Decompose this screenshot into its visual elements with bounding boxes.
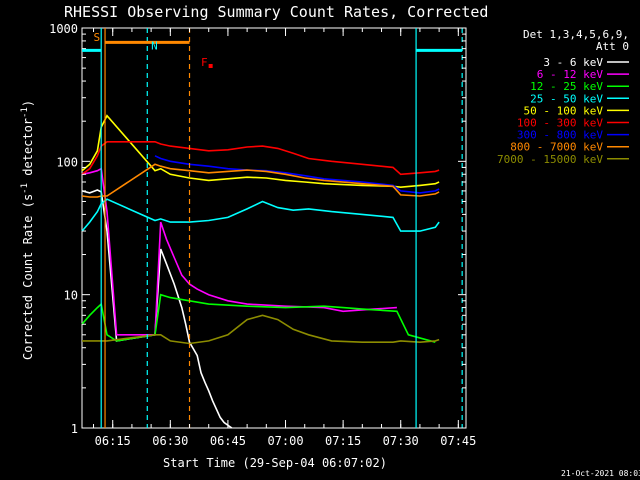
y-tick-label: 10: [64, 289, 78, 303]
x-tick-label: 07:00: [267, 434, 303, 448]
y-axis-label-sup2: -1: [20, 107, 30, 118]
series-line-6: [154, 155, 440, 194]
axis-layer: 1 10 100 1000 06:15 06:30 06:45 07:00 07:15 07:30…: [49, 22, 476, 448]
plot-frame: [81, 27, 467, 429]
x-tick-label: 07:30: [383, 434, 419, 448]
series-line-4: [81, 114, 440, 189]
chart-title: RHESSI Observing Summary Count Rates, Co…: [64, 3, 488, 21]
legend-entry-2: 12 - 25 keV: [530, 80, 603, 93]
y-axis-label-mid: detector: [21, 118, 35, 183]
y-axis-label: Corrected Count Rate (s-1 detector-1): [20, 100, 35, 360]
date-stamp: 21-Oct-2021 08:03: [561, 469, 640, 478]
flag-marker: [208, 63, 213, 68]
legend-entry-8: 7000 - 15000 keV: [497, 153, 603, 166]
y-tick-label: 100: [56, 155, 78, 169]
legend-entry-5: 100 - 300 keV: [517, 117, 603, 130]
legend-entry-3: 25 - 50 keV: [530, 92, 603, 105]
annotation-layer: S N F: [82, 28, 463, 428]
y-axis-label-end: ): [21, 100, 35, 107]
x-tick-label: 07:15: [325, 434, 361, 448]
flag-label-n: N: [151, 39, 158, 52]
series-line-7: [81, 163, 440, 198]
flag-label-f: F: [201, 56, 208, 69]
legend-entry-6: 300 - 800 keV: [517, 129, 603, 142]
legend-header-1: Att 0: [596, 40, 629, 53]
x-tick-label: 07:45: [440, 434, 476, 448]
legend-entry-1: 6 - 12 keV: [537, 68, 604, 81]
y-tick-label: 1000: [49, 22, 78, 36]
flag-label-s: S: [94, 31, 101, 44]
legend-entry-7: 800 - 7000 keV: [510, 141, 603, 154]
x-tick-label: 06:15: [95, 434, 131, 448]
x-tick-label: 06:30: [152, 434, 188, 448]
series-line-0: [81, 189, 233, 429]
legend-header-0: Det 1,3,4,5,6,9,: [523, 28, 629, 41]
x-tick-label: 06:45: [210, 434, 246, 448]
y-axis-label-sup1: -1: [20, 183, 30, 194]
y-axis-label-main: Corrected Count Rate (s: [21, 194, 35, 360]
plot-border: [81, 27, 467, 429]
y-tick-label: 1: [71, 422, 78, 436]
legend-entry-0: 3 - 6 keV: [543, 56, 603, 69]
legend-entry-4: 50 - 100 keV: [524, 104, 604, 117]
x-axis-label: Start Time (29-Sep-04 06:07:02): [163, 456, 387, 470]
